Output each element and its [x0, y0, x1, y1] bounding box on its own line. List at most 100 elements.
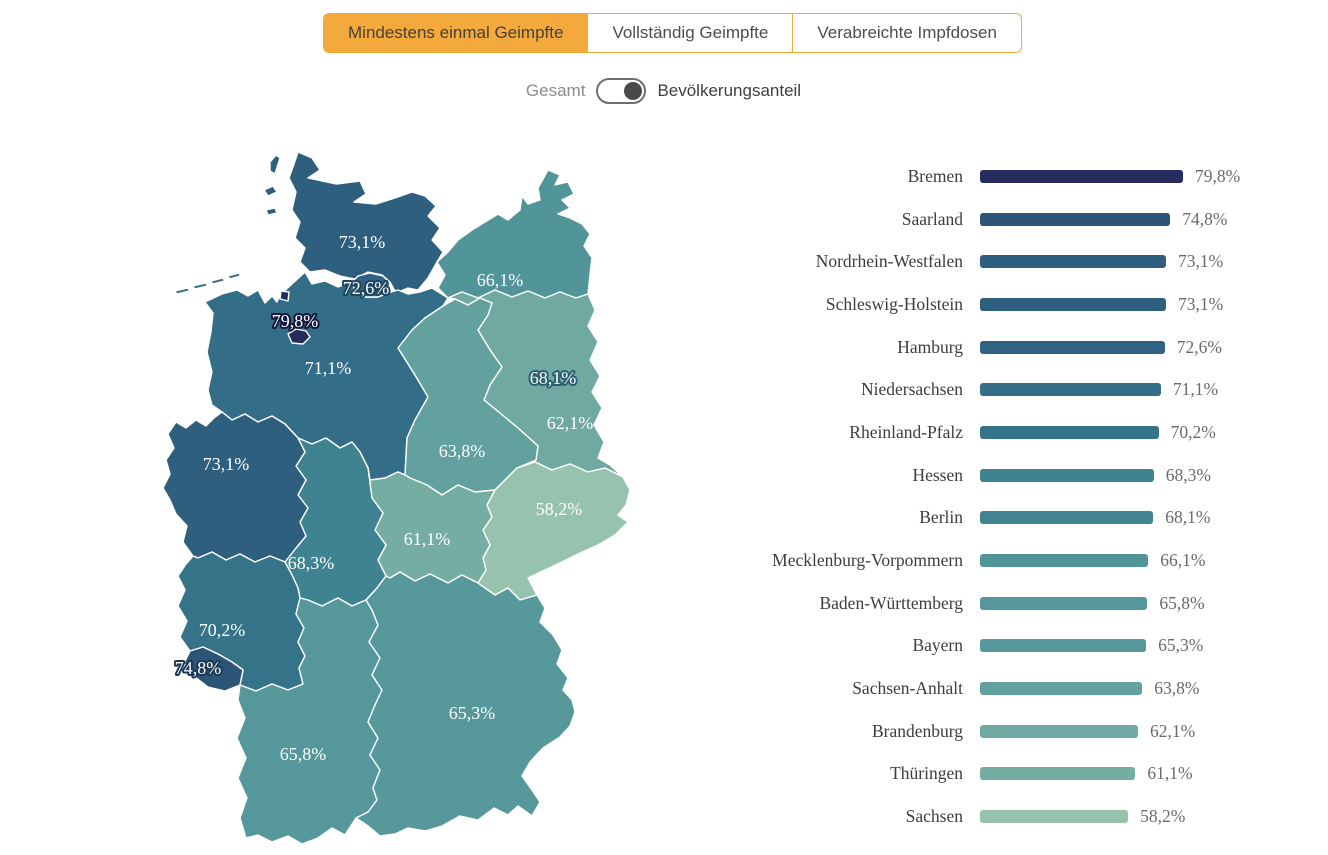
state-name-label: Mecklenburg-Vorpommern [772, 550, 963, 571]
bar-row-nw: Nordrhein-Westfalen 73,1% [739, 240, 1279, 283]
toggle-label-bevoelkerungsanteil[interactable]: Bevölkerungsanteil [657, 81, 802, 100]
bar-value-label: 70,2% [1170, 421, 1216, 442]
metric-tabs: Mindestens einmal Geimpfte Vollständig G… [323, 13, 1022, 53]
bar-value-label: 63,8% [1154, 678, 1200, 699]
bar-track [980, 639, 1147, 653]
bar-row-hh: Hamburg 72,6% [739, 326, 1279, 369]
map-value-label-hh: 72,6% [343, 278, 390, 298]
value-bar[interactable] [980, 425, 1159, 439]
bar-value-label: 65,8% [1159, 592, 1205, 613]
bar-value-label: 66,1% [1160, 550, 1206, 571]
state-name-label: Sachsen-Anhalt [852, 678, 963, 699]
bar-track [980, 596, 1148, 610]
tab-verabreichte-impfdosen[interactable]: Verabreichte Impfdosen [793, 13, 1022, 53]
map-value-label-ni: 71,1% [305, 358, 352, 378]
value-bar[interactable] [980, 682, 1143, 696]
state-name-label: Nordrhein-Westfalen [815, 251, 963, 272]
bar-value-label: 61,1% [1147, 763, 1193, 784]
bar-value-label: 71,1% [1172, 379, 1219, 400]
bar-row-sn: Sachsen 58,2% [739, 795, 1279, 838]
bar-value-label: 58,2% [1140, 806, 1186, 827]
value-bar[interactable] [980, 468, 1154, 482]
bar-row-bw: Baden-Württemberg 65,8% [739, 582, 1279, 625]
bar-track [980, 212, 1171, 226]
value-bar[interactable] [980, 297, 1166, 311]
bar-row-mv: Mecklenburg-Vorpommern 66,1% [739, 539, 1279, 582]
toggle-knob-icon [624, 82, 643, 100]
map-value-label-hb: 79,8% [272, 311, 319, 331]
value-bar[interactable] [980, 255, 1166, 269]
bar-row-ni: Niedersachsen 71,1% [739, 368, 1279, 411]
map-value-label-be: 68,1% [530, 368, 577, 388]
value-bar[interactable] [980, 169, 1183, 183]
bar-row-rp: Rheinland-Pfalz 70,2% [739, 411, 1279, 454]
value-bar[interactable] [980, 511, 1154, 525]
bar-row-be: Berlin 68,1% [739, 497, 1279, 540]
map-value-label-bw: 65,8% [280, 744, 327, 764]
map-state-hamburg[interactable] [351, 272, 391, 298]
toggle-label-gesamt[interactable]: Gesamt [525, 81, 586, 100]
bar-track [980, 425, 1159, 439]
bar-track [980, 340, 1165, 354]
toggle-switch[interactable] [596, 78, 647, 104]
state-name-label: Bremen [907, 165, 963, 186]
state-name-label: Sachsen [905, 806, 963, 827]
value-bar[interactable] [980, 810, 1129, 824]
tab-mindestens-einmal-geimpfte[interactable]: Mindestens einmal Geimpfte [323, 13, 589, 53]
state-name-label: Rheinland-Pfalz [849, 421, 963, 442]
state-name-label: Bayern [912, 635, 963, 656]
bar-track [980, 169, 1183, 183]
value-bar[interactable] [980, 596, 1148, 610]
map-islands-north-frisia [263, 154, 281, 216]
map-value-label-nw: 73,1% [203, 454, 250, 474]
bar-track [980, 810, 1129, 824]
map-value-label-mv: 66,1% [477, 270, 524, 290]
tab-vollstaendig-geimpfte[interactable]: Vollständig Geimpfte [588, 13, 794, 53]
bar-value-label: 65,3% [1158, 635, 1204, 656]
value-bar[interactable] [980, 383, 1161, 397]
state-name-label: Berlin [919, 507, 963, 528]
bar-row-sh: Schleswig-Holstein 73,1% [739, 283, 1279, 326]
value-bar[interactable] [980, 767, 1136, 781]
value-bar[interactable] [980, 212, 1171, 226]
bar-value-label: 73,1% [1178, 293, 1224, 314]
map-value-label-he: 68,3% [288, 553, 335, 573]
map-state-bayern[interactable] [355, 571, 576, 837]
bar-row-sl: Saarland 74,8% [739, 198, 1279, 241]
bar-track [980, 724, 1138, 738]
bar-row-by: Bayern 65,3% [739, 625, 1279, 668]
value-bar[interactable] [980, 639, 1147, 653]
map-value-label-by: 65,3% [449, 703, 496, 723]
bar-value-label: 68,3% [1165, 464, 1211, 485]
map-value-label-sl: 74,8% [175, 658, 222, 678]
map-state-schleswig-holstein[interactable] [288, 151, 444, 294]
map-islands-east-frisia [174, 272, 242, 295]
bar-track [980, 682, 1143, 696]
map-value-label-sh: 73,1% [339, 232, 386, 252]
bar-track [980, 383, 1161, 397]
state-name-label: Baden-Württemberg [819, 592, 963, 613]
map-state-bremen[interactable] [287, 328, 311, 345]
value-bar[interactable] [980, 554, 1149, 568]
map-value-label-rp: 70,2% [199, 620, 246, 640]
bar-value-label: 74,8% [1182, 208, 1228, 229]
bar-track [980, 511, 1154, 525]
map-value-label-bb: 62,1% [547, 413, 594, 433]
germany-choropleth-map: 79,8% 74,8% 73,1% 73,1% 72,6% 71,1% 70,2% 68,3%… [150, 140, 670, 855]
map-value-label-st: 63,8% [439, 441, 486, 461]
map-island-bremerhaven [279, 290, 290, 302]
state-name-label: Hamburg [897, 336, 963, 357]
state-name-label: Niedersachsen [860, 379, 963, 400]
bar-track [980, 468, 1154, 482]
bar-track [980, 297, 1166, 311]
map-state-nordrhein-westfalen[interactable] [162, 411, 309, 563]
value-bar[interactable] [980, 340, 1165, 354]
bar-value-label: 62,1% [1150, 720, 1196, 741]
state-name-label: Hessen [912, 464, 963, 485]
state-name-label: Schleswig-Holstein [825, 293, 963, 314]
bar-row-hb: Bremen 79,8% [739, 155, 1279, 198]
value-bar[interactable] [980, 724, 1138, 738]
bar-track [980, 255, 1166, 269]
bar-track [980, 554, 1149, 568]
